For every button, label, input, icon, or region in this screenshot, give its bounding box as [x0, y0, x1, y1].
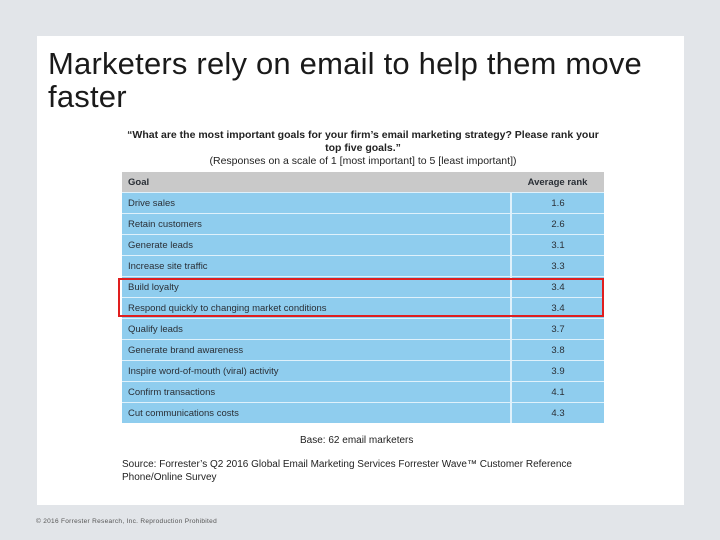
scale-note: (Responses on a scale of 1 [most importa…: [209, 155, 517, 167]
rank-cell: 3.1: [510, 234, 604, 256]
table-header-row: Goal Average rank: [122, 172, 604, 193]
rank-column-header: Average rank: [511, 172, 604, 193]
highlight-box: [118, 278, 604, 317]
goal-cell: Qualify leads: [122, 318, 511, 340]
table-row: Inspire word-of-mouth (viral) activity 3…: [122, 360, 604, 382]
table-row: Generate brand awareness 3.8: [122, 339, 604, 361]
goal-cell: Retain customers: [122, 213, 511, 235]
rank-cell: 4.3: [510, 402, 604, 423]
table-row: Build loyalty 3.4: [122, 276, 604, 298]
table-row: Cut communications costs 4.3: [122, 402, 604, 423]
goal-cell: Increase site traffic: [122, 255, 511, 277]
goal-cell: Build loyalty: [122, 276, 511, 298]
copyright-footer: © 2016 Forrester Research, Inc. Reproduc…: [36, 518, 217, 525]
rank-cell: 3.3: [510, 255, 604, 277]
table-row: Confirm transactions 4.1: [122, 381, 604, 403]
rank-cell: 3.8: [510, 339, 604, 361]
rank-cell: 1.6: [510, 192, 604, 214]
rank-cell: 2.6: [510, 213, 604, 235]
rank-cell: 4.1: [510, 381, 604, 403]
goal-cell: Generate leads: [122, 234, 511, 256]
rank-cell: 3.4: [510, 297, 604, 319]
rank-cell: 3.7: [510, 318, 604, 340]
goal-cell: Drive sales: [122, 192, 511, 214]
table-row: Drive sales 1.6: [122, 192, 604, 214]
rank-cell: 3.4: [510, 276, 604, 298]
question-text: “What are the most important goals for y…: [127, 129, 599, 154]
goal-cell: Inspire word-of-mouth (viral) activity: [122, 360, 511, 382]
base-note: Base: 62 email marketers: [300, 435, 414, 446]
rank-cell: 3.9: [510, 360, 604, 382]
slide-title: Marketers rely on email to help them mov…: [48, 46, 642, 114]
source-note: Source: Forrester’s Q2 2016 Global Email…: [122, 459, 572, 483]
table-row: Respond quickly to changing market condi…: [122, 297, 604, 319]
goals-table: Goal Average rank Drive sales 1.6 Retain…: [122, 172, 604, 423]
goal-cell: Generate brand awareness: [122, 339, 511, 361]
goal-cell: Cut communications costs: [122, 402, 511, 423]
table-row: Qualify leads 3.7: [122, 318, 604, 340]
goal-cell: Respond quickly to changing market condi…: [122, 297, 511, 319]
goal-column-header: Goal: [122, 172, 511, 193]
table-row: Generate leads 3.1: [122, 234, 604, 256]
table-row: Retain customers 2.6: [122, 213, 604, 235]
survey-question: “What are the most important goals for y…: [122, 129, 604, 168]
goal-cell: Confirm transactions: [122, 381, 511, 403]
table-row: Increase site traffic 3.3: [122, 255, 604, 277]
